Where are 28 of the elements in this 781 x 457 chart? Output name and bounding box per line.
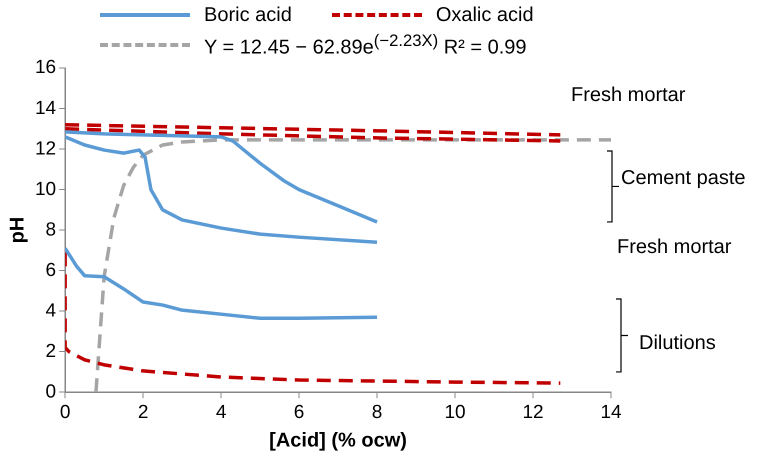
text: Fresh mortar — [617, 236, 732, 260]
x-axis-title: [Acid] (% ocw) — [269, 430, 407, 452]
x-tick-label: 0 — [60, 402, 70, 423]
y-tick-label: 14 — [34, 98, 57, 119]
legend-label: Boric acid — [204, 4, 292, 26]
y-tick-label: 0 — [46, 381, 56, 402]
x-tick-label: 8 — [372, 402, 382, 423]
x-tick-label: 4 — [216, 402, 227, 423]
line-series — [94, 138, 611, 392]
y-tick-label: 2 — [46, 340, 56, 362]
y-tick-label: 16 — [34, 57, 56, 78]
legend-label: Y = 12.45 − 62.89e$^{(−2.23X)}$ R² = 0.99 — [204, 30, 527, 60]
x-tick-label: 14 — [600, 402, 622, 423]
text: Dilutions — [639, 332, 716, 355]
text: Cement paste — [621, 167, 746, 190]
y-tick-label: 4 — [46, 300, 57, 322]
y-tick-label: 10 — [34, 178, 56, 200]
legend-label: Oxalic acid — [436, 4, 534, 26]
y-tick-label: 12 — [34, 138, 56, 160]
y-tick-label: 8 — [46, 219, 56, 240]
line-series — [65, 250, 562, 385]
x-tick-label: 10 — [444, 402, 466, 423]
y-tick-label: 6 — [46, 260, 56, 281]
annotation: Fresh mortar — [571, 84, 686, 108]
x-tick-label: 12 — [522, 402, 544, 423]
x-tick-label: 6 — [294, 402, 304, 423]
x-tick-label: 2 — [138, 402, 148, 423]
y-axis-title: pH — [6, 216, 29, 244]
